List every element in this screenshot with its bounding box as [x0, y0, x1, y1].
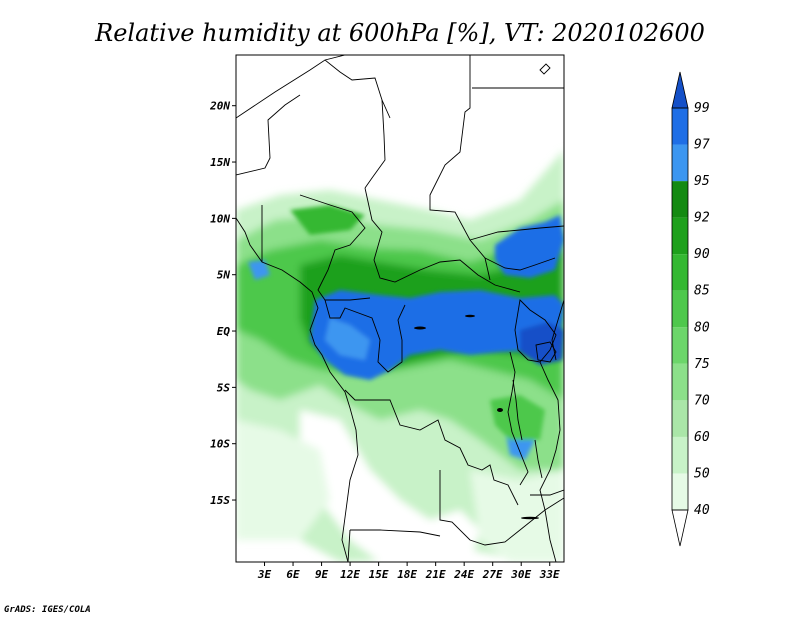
lake-mark — [497, 408, 503, 412]
figure-title: Relative humidity at 600hPa [%], VT: 202… — [94, 19, 705, 47]
map-frame — [235, 54, 565, 563]
colorbar-level-label: 97 — [694, 138, 710, 153]
colorbar-level-label: 85 — [694, 284, 710, 299]
colorbar-level-label: 75 — [694, 357, 710, 372]
colorbar-level-label: 92 — [694, 211, 710, 226]
lat-tick-label: 20N — [209, 100, 230, 113]
lake-marks — [414, 314, 539, 520]
colorbar-swatch — [672, 144, 688, 182]
grads-credit: GrADS: IGES/COLA — [4, 605, 91, 615]
shade-dark-green-north — [290, 205, 365, 235]
colorbar-outline — [671, 107, 689, 511]
border-misc-c — [530, 489, 564, 496]
lon-tick-label: 27E — [482, 568, 503, 581]
border-sahara-b — [236, 55, 391, 176]
lat-tick-label: 5S — [217, 381, 231, 394]
lon-tick-label: 3E — [257, 568, 272, 581]
colorbar-upper-arrow — [671, 71, 689, 109]
lat-tick-label: 15N — [210, 156, 230, 169]
latitude-axis: 20N 15N 10N 5N EQ 5S 10S 15S — [209, 100, 236, 507]
lake-mark — [465, 314, 475, 318]
colorbar-swatch — [672, 473, 688, 510]
border-congo — [324, 299, 406, 373]
colorbar-level-label: 95 — [694, 174, 710, 189]
lat-tick-label: 5N — [217, 269, 231, 282]
colorbar-level-label: 70 — [694, 393, 710, 408]
border-misc-b — [484, 257, 556, 271]
colorbar-swatch — [672, 436, 688, 474]
colorbar-swatch — [672, 181, 688, 218]
lon-tick-label: 18E — [397, 568, 417, 581]
humidity-shading — [236, 150, 564, 562]
longitude-axis: 3E 6E 9E 12E 15E 18E 21E 24E 27E 30E 33E — [257, 562, 560, 581]
colorbar-swatch — [672, 400, 688, 437]
shade-dry-southwest — [236, 420, 330, 540]
lon-tick-label: 33E — [539, 568, 560, 581]
colorbar-level-label: 80 — [694, 320, 710, 335]
colorbar-swatch — [672, 217, 688, 255]
colorbar-swatch — [672, 254, 688, 291]
lake-tanganyika — [512, 379, 523, 441]
border-namibia — [347, 529, 441, 562]
lake-malawi — [534, 439, 543, 479]
lat-tick-label: 10S — [210, 438, 230, 451]
lon-tick-label: 21E — [425, 568, 446, 581]
shade-light-blue-fringe — [325, 318, 370, 360]
shade-saturated-core — [310, 290, 564, 380]
border-sahara-a — [236, 59, 386, 189]
colorbar-swatch — [672, 290, 688, 328]
lake-victoria — [535, 341, 557, 363]
lon-tick-label: 30E — [510, 568, 531, 581]
lat-tick-label: EQ — [217, 325, 231, 338]
border-nigeria-cameroon — [261, 194, 371, 301]
border-uganda-kenya — [514, 299, 557, 363]
lon-tick-label: 6E — [286, 568, 300, 581]
colorbar-swatch — [672, 108, 688, 145]
border-misc-a — [469, 225, 564, 241]
lon-tick-label: 9E — [315, 568, 329, 581]
political-boundaries — [236, 55, 564, 562]
shade-saturated-northeast — [495, 215, 564, 278]
lon-tick-label: 15E — [369, 568, 389, 581]
colorbar: 40 50 60 70 75 80 85 90 92 95 97 99 — [671, 71, 710, 547]
border-libya-egypt — [429, 55, 491, 281]
lat-tick-label: 15S — [210, 494, 230, 507]
colorbar-level-label: 99 — [694, 101, 710, 116]
lake-mark — [414, 326, 426, 330]
shade-blue-west — [248, 260, 270, 280]
colorbar-swatch — [672, 363, 688, 401]
lon-tick-label: 24E — [453, 568, 474, 581]
colorbar-level-label: 90 — [694, 247, 710, 262]
humidity-map — [236, 55, 564, 562]
border-east-africa — [539, 361, 561, 562]
colorbar-swatch — [672, 327, 688, 364]
border-chad-car — [364, 187, 521, 293]
shade-dry-south — [300, 410, 480, 562]
lat-tick-label: 10N — [210, 212, 230, 225]
border-east-lakes — [507, 351, 529, 486]
lon-tick-label: 12E — [340, 568, 360, 581]
coastline-east — [551, 299, 564, 361]
colorbar-level-label: 50 — [694, 466, 710, 481]
colorbar-level-label: 60 — [694, 430, 710, 445]
border-drc-south — [344, 389, 519, 506]
small-island — [539, 63, 551, 75]
coastline-west — [236, 217, 359, 562]
colorbar-lower-arrow — [671, 509, 689, 547]
lake-mark — [521, 516, 539, 520]
border-angola-zambia — [439, 470, 564, 546]
colorbar-level-label: 40 — [694, 503, 710, 518]
